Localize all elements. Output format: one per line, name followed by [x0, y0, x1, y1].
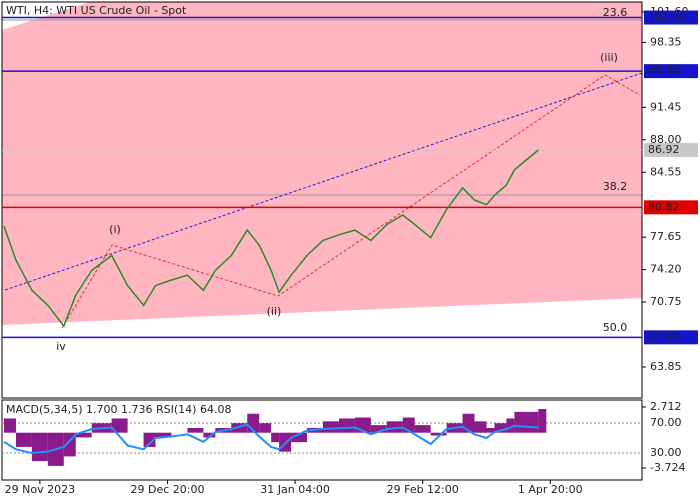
macd-bar: [3, 418, 16, 433]
macd-bar: [75, 432, 92, 438]
macd-bar: [247, 413, 260, 433]
y-tick-label: 63.85: [650, 360, 682, 373]
annotation: 50.0: [603, 321, 628, 334]
macd-bar: [430, 432, 447, 436]
y-tick-label: 77.65: [650, 230, 682, 243]
annotation: (i): [109, 223, 121, 236]
y-tick-label: -3.724: [650, 461, 685, 474]
x-tick-label: 29 Feb 12:00: [387, 483, 459, 496]
main-frame: [1, 1, 643, 399]
macd-bar: [506, 418, 515, 433]
trend-line: [4, 72, 643, 291]
macd-bar: [474, 421, 487, 433]
level-tag: [644, 200, 698, 215]
y-tick-label: 98.35: [650, 35, 682, 48]
y-tick-label: 84.55: [650, 165, 682, 178]
macd-bar: [231, 423, 248, 433]
level-label: 101.00: [648, 11, 687, 24]
macd-bar: [31, 432, 48, 462]
macd-bar: [462, 413, 475, 433]
indicator-label: MACD(5,34,5) 1.700 1.736 RSI(14) 64.08: [6, 403, 231, 416]
chart-title: WTI, H4: WTI US Crude Oil - Spot: [6, 4, 187, 17]
rsi-line: [3, 423, 539, 455]
macd-bar: [155, 432, 172, 438]
y-tick-label: 70.75: [650, 295, 682, 308]
macd-bar: [203, 432, 216, 438]
macd-bar: [291, 432, 308, 443]
macd-bar: [63, 432, 76, 457]
price-line: [3, 149, 539, 328]
wave-path: [61, 74, 641, 329]
macd-bar: [279, 432, 292, 452]
level-label: 86.92: [648, 143, 680, 156]
y-tick-label: 74.20: [650, 263, 682, 276]
macd-bar: [514, 411, 539, 433]
annotation: 38.2: [603, 180, 628, 193]
annotation: (iii): [600, 51, 618, 64]
macd-bar: [187, 427, 204, 433]
macd-bar: [494, 423, 507, 433]
macd-bar: [143, 432, 156, 447]
annotation: iv: [56, 340, 66, 353]
macd-bar: [259, 423, 272, 433]
macd-bar: [486, 427, 495, 433]
macd-bar: [386, 421, 403, 433]
level-tag: [644, 330, 698, 345]
y2-tick-label: 70.00: [650, 416, 682, 429]
y-tick-label: 91.45: [650, 100, 682, 113]
macd-bar: [271, 432, 280, 443]
macd-bar: [322, 421, 339, 433]
x-tick-label: 29 Nov 2023: [5, 483, 75, 496]
level-tag: [644, 64, 698, 79]
macd-bar: [15, 432, 32, 447]
level-label: 67.00: [648, 330, 680, 343]
macd-bar: [538, 409, 547, 433]
x-tick-label: 31 Jan 04:00: [260, 483, 330, 496]
level-tag: [644, 142, 698, 157]
annotation: (ii): [267, 305, 282, 318]
macd-bar: [338, 418, 355, 433]
channel: [2, 2, 642, 325]
level-tag: [644, 10, 698, 25]
macd-bar: [402, 417, 415, 433]
indicator-frame: [1, 399, 643, 481]
macd-bar: [111, 418, 128, 433]
x-tick-label: 1 Apr 20:00: [518, 483, 583, 496]
macd-bar: [414, 425, 431, 433]
y2-tick-label: 30.00: [650, 446, 682, 459]
macd-bar: [370, 425, 387, 433]
level-label: 80.82: [648, 200, 680, 213]
annotation: 23.6: [603, 6, 628, 19]
y-tick-label: 2.712: [650, 400, 682, 413]
y-tick-label: 88.00: [650, 133, 682, 146]
level-label: 95.30: [648, 64, 680, 77]
x-tick-label: 29 Dec 20:00: [130, 483, 204, 496]
